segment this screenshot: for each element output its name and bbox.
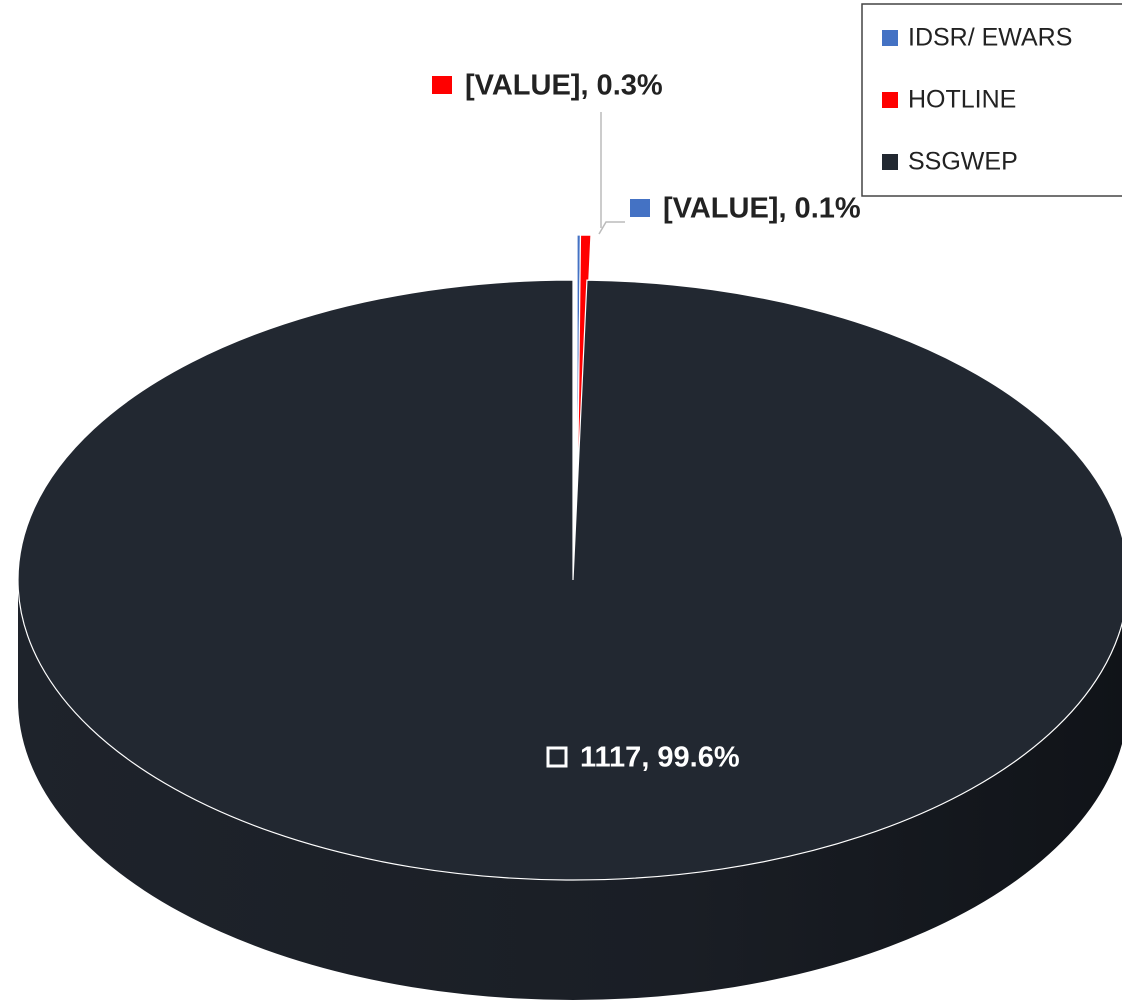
legend-label: HOTLINE bbox=[908, 86, 1016, 114]
legend: IDSR/ EWARS HOTLINE SSGWEP bbox=[882, 24, 1072, 176]
legend-swatch bbox=[882, 30, 898, 46]
data-label: 1117, 99.6% bbox=[580, 742, 740, 774]
pie bbox=[17, 234, 1122, 1000]
slice bbox=[17, 279, 1122, 881]
legend-label: IDSR/ EWARS bbox=[908, 24, 1072, 52]
legend-label: SSGWEP bbox=[908, 148, 1018, 176]
slice-side bbox=[18, 580, 1122, 1000]
leader-line bbox=[598, 221, 625, 235]
legend-box bbox=[861, 3, 1122, 197]
data-label: [VALUE], 0.3% bbox=[465, 70, 663, 102]
legend-swatch bbox=[882, 154, 898, 170]
label-marker bbox=[546, 746, 568, 768]
legend-swatch bbox=[882, 92, 898, 108]
data-labels: [VALUE], 0.1% [VALUE], 0.3% 1117, 99.6% bbox=[432, 70, 861, 774]
label-marker bbox=[630, 199, 650, 217]
label-marker bbox=[432, 76, 452, 94]
data-label: [VALUE], 0.1% bbox=[663, 193, 861, 225]
